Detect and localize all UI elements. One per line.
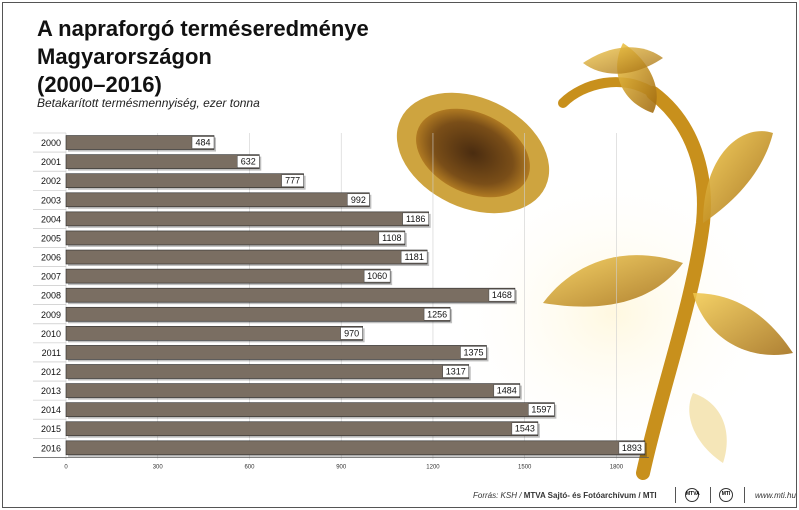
bar [65, 249, 428, 265]
x-tick-label: 1200 [426, 464, 440, 470]
value-label-box [402, 212, 429, 226]
category-label: 2015 [41, 424, 61, 434]
value-label: 777 [285, 176, 300, 186]
separator [710, 487, 711, 503]
category-label: 2007 [41, 272, 61, 282]
bar [65, 383, 521, 398]
label-column [33, 133, 66, 458]
category-label: 2011 [42, 348, 61, 358]
value-label: 1256 [427, 309, 447, 319]
value-label-box [423, 308, 451, 321]
value-label: 1181 [404, 252, 423, 262]
category-label: 2001 [41, 157, 61, 167]
bar [65, 268, 391, 284]
separator [675, 487, 676, 503]
value-label-box [378, 231, 406, 245]
value-label: 1893 [622, 443, 642, 453]
value-label-box [347, 193, 370, 207]
source-credit: Forrás: KSH / MTVA Sajtó- és Fotóarchívu… [473, 491, 657, 500]
bar [65, 440, 646, 456]
category-label: 2016 [41, 443, 61, 453]
bar [65, 192, 370, 208]
value-label-box [237, 155, 260, 168]
value-label-box [281, 174, 304, 187]
bar [65, 211, 429, 227]
bar [65, 421, 539, 437]
bar [65, 173, 304, 188]
bar [65, 154, 260, 169]
category-label: 2010 [41, 329, 61, 339]
title-line-2: (2000–2016) [37, 72, 162, 97]
source-agency: MTVA Sajtó- és Fotóarchívum / MTI [523, 491, 657, 500]
website-link[interactable]: www.mti.hu [755, 491, 796, 500]
value-label-box [400, 250, 428, 264]
bar [65, 345, 487, 360]
value-label: 1186 [406, 214, 425, 224]
category-label: 2003 [41, 195, 61, 205]
bar [65, 287, 516, 303]
x-tick-label: 300 [153, 464, 164, 470]
value-label: 1543 [515, 424, 535, 434]
mti-logo-icon: MTI [719, 488, 733, 502]
value-label-box [488, 288, 516, 302]
bar [65, 402, 555, 417]
value-label: 632 [241, 157, 256, 167]
x-tick-label: 900 [336, 464, 347, 470]
value-label-box [511, 422, 539, 435]
value-label: 1108 [382, 233, 401, 243]
x-axis: 0 300 600 900 1200 1500 1800 [33, 456, 649, 470]
value-label: 1597 [531, 405, 551, 415]
separator [744, 487, 745, 503]
mtva-logo-icon: MTVA [685, 488, 700, 502]
category-label: 2013 [41, 386, 61, 396]
x-tick-label: 600 [244, 464, 255, 470]
title-line-1: A napraforgó terméseredménye Magyarorszá… [37, 16, 369, 69]
value-label-box [460, 346, 487, 359]
category-label: 2012 [41, 367, 61, 377]
bar [65, 326, 363, 341]
value-label-box [618, 441, 646, 455]
value-label: 1484 [497, 386, 517, 396]
value-label-box [191, 136, 215, 149]
x-tick-label: 1500 [518, 464, 532, 470]
category-label: 2005 [41, 233, 61, 243]
category-label: 2000 [41, 138, 61, 148]
bar [65, 306, 451, 322]
value-label: 1317 [446, 367, 466, 377]
value-label-box [340, 327, 363, 340]
value-label-box [528, 403, 555, 416]
value-label-box [363, 269, 391, 283]
value-label-box [493, 384, 521, 397]
value-label-box [442, 365, 469, 378]
value-label: 1060 [367, 271, 387, 281]
category-labels: 2000 2001 2002 2003 2004 2005 2006 2007 2008 2009… [41, 138, 61, 453]
sunflower-illustration [396, 43, 793, 480]
category-label: 2004 [41, 214, 61, 224]
chart-title: A napraforgó terméseredménye Magyarorszá… [37, 15, 537, 99]
value-label: 1375 [463, 347, 483, 357]
value-label: 970 [344, 328, 359, 338]
bar [65, 230, 406, 246]
value-label: 1468 [492, 290, 512, 300]
x-tick-label: 0 [64, 464, 68, 470]
category-label: 2008 [41, 291, 61, 301]
chart-subtitle: Betakarított termésmennyiség, ezer tonna [37, 96, 260, 110]
value-label: 992 [351, 195, 366, 205]
bar [65, 364, 470, 379]
category-label: 2006 [41, 253, 61, 263]
category-label: 2002 [41, 176, 61, 186]
value-label: 484 [195, 138, 210, 148]
category-label: 2014 [41, 405, 61, 415]
x-tick-label: 1800 [610, 464, 624, 470]
category-label: 2009 [41, 310, 61, 320]
source-prefix: Forrás: KSH / [473, 491, 524, 500]
